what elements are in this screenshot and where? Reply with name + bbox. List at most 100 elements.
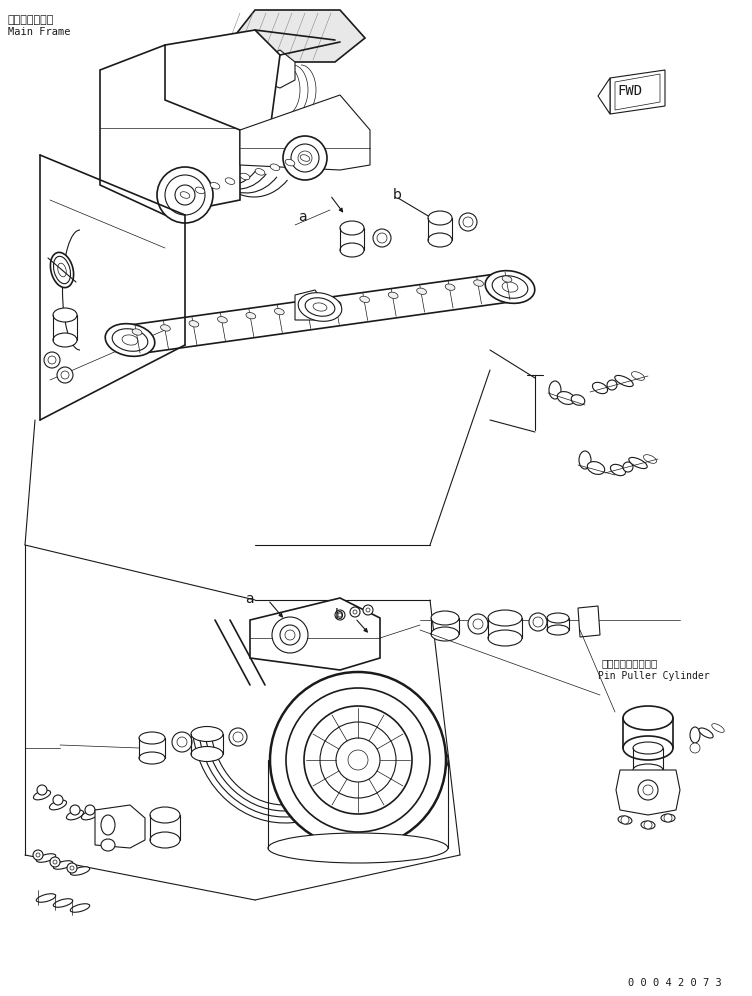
Circle shape <box>373 229 391 247</box>
Ellipse shape <box>644 454 656 463</box>
Polygon shape <box>95 805 145 848</box>
Ellipse shape <box>150 832 180 848</box>
Circle shape <box>338 613 342 617</box>
Ellipse shape <box>474 280 484 286</box>
Circle shape <box>33 850 43 860</box>
Ellipse shape <box>246 313 256 319</box>
Circle shape <box>175 185 195 205</box>
Ellipse shape <box>139 752 165 764</box>
Circle shape <box>348 750 368 770</box>
Ellipse shape <box>428 233 452 247</box>
Circle shape <box>229 728 247 746</box>
Ellipse shape <box>53 333 77 347</box>
Circle shape <box>320 722 396 798</box>
Text: b: b <box>335 608 344 622</box>
Ellipse shape <box>58 263 66 277</box>
Ellipse shape <box>36 893 56 902</box>
Ellipse shape <box>66 810 83 820</box>
Circle shape <box>177 737 187 747</box>
Ellipse shape <box>502 282 518 292</box>
Ellipse shape <box>36 854 56 863</box>
Circle shape <box>690 743 700 753</box>
Text: 0 0 0 4 2 0 7 3: 0 0 0 4 2 0 7 3 <box>628 978 722 988</box>
Polygon shape <box>165 30 280 130</box>
Ellipse shape <box>313 303 327 311</box>
Circle shape <box>70 866 74 870</box>
Polygon shape <box>598 78 610 114</box>
Ellipse shape <box>101 815 115 835</box>
Ellipse shape <box>572 394 585 405</box>
Ellipse shape <box>502 276 512 282</box>
Ellipse shape <box>101 839 115 851</box>
Circle shape <box>233 732 243 742</box>
Ellipse shape <box>268 833 448 863</box>
Ellipse shape <box>196 187 205 193</box>
Ellipse shape <box>300 154 310 161</box>
Ellipse shape <box>611 464 626 476</box>
Ellipse shape <box>139 732 165 744</box>
Ellipse shape <box>50 252 74 288</box>
Ellipse shape <box>711 724 724 732</box>
Ellipse shape <box>240 173 250 180</box>
Ellipse shape <box>632 372 644 380</box>
Ellipse shape <box>161 325 171 331</box>
Ellipse shape <box>593 382 608 393</box>
Circle shape <box>643 785 653 795</box>
Ellipse shape <box>225 178 235 184</box>
Ellipse shape <box>633 764 663 776</box>
Ellipse shape <box>488 610 522 626</box>
Circle shape <box>172 732 192 752</box>
Circle shape <box>623 462 633 472</box>
Ellipse shape <box>122 335 138 346</box>
Ellipse shape <box>112 329 148 352</box>
Ellipse shape <box>53 256 71 284</box>
Ellipse shape <box>488 630 522 646</box>
Ellipse shape <box>285 159 295 166</box>
Circle shape <box>291 144 319 172</box>
Ellipse shape <box>445 284 455 290</box>
Ellipse shape <box>255 168 265 175</box>
Circle shape <box>533 617 543 627</box>
Circle shape <box>85 805 95 815</box>
Ellipse shape <box>579 451 591 469</box>
Polygon shape <box>100 45 240 215</box>
Circle shape <box>283 136 327 180</box>
Circle shape <box>363 605 373 615</box>
Text: Pin Puller Cylinder: Pin Puller Cylinder <box>598 671 710 681</box>
Circle shape <box>335 610 345 620</box>
Text: メインフレーム: メインフレーム <box>8 15 54 25</box>
Polygon shape <box>615 74 660 110</box>
Circle shape <box>473 619 483 629</box>
Polygon shape <box>610 70 665 114</box>
Polygon shape <box>240 95 370 170</box>
Text: b: b <box>393 188 402 202</box>
Ellipse shape <box>53 861 73 870</box>
Ellipse shape <box>547 625 569 635</box>
Ellipse shape <box>359 296 369 303</box>
Polygon shape <box>616 770 680 815</box>
Ellipse shape <box>641 821 655 829</box>
Polygon shape <box>233 10 365 62</box>
Text: a: a <box>245 592 253 606</box>
Ellipse shape <box>623 706 673 730</box>
Ellipse shape <box>699 728 713 738</box>
Ellipse shape <box>270 164 280 170</box>
Circle shape <box>280 625 300 645</box>
Ellipse shape <box>485 271 535 304</box>
Circle shape <box>607 380 617 390</box>
Ellipse shape <box>633 742 663 754</box>
Polygon shape <box>295 290 325 320</box>
Ellipse shape <box>132 329 142 336</box>
Ellipse shape <box>618 816 632 824</box>
Ellipse shape <box>557 391 575 404</box>
Ellipse shape <box>211 182 220 189</box>
Ellipse shape <box>70 867 89 875</box>
Circle shape <box>644 821 652 829</box>
Ellipse shape <box>492 276 528 298</box>
Circle shape <box>270 672 446 848</box>
Ellipse shape <box>53 898 73 907</box>
Ellipse shape <box>431 627 459 641</box>
Ellipse shape <box>623 736 673 760</box>
Circle shape <box>165 175 205 215</box>
Circle shape <box>286 688 430 832</box>
